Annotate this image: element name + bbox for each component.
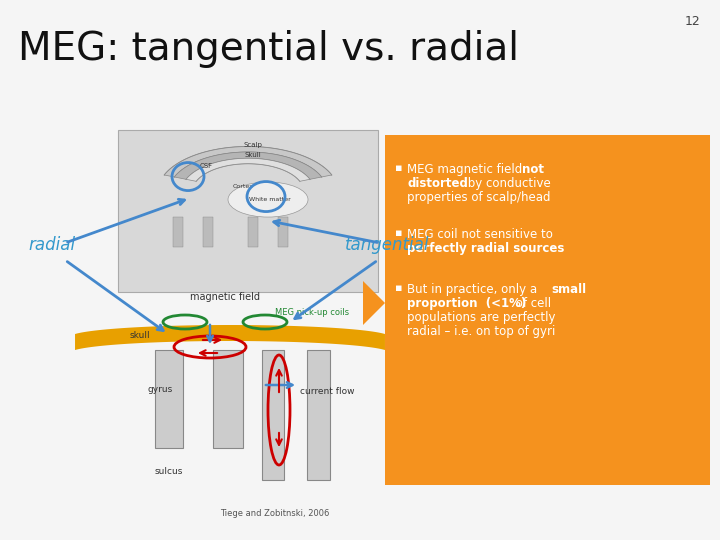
Text: 12: 12 — [684, 15, 700, 28]
Text: CSF: CSF — [199, 163, 212, 168]
Polygon shape — [186, 158, 310, 181]
Text: by conductive: by conductive — [464, 177, 551, 190]
Text: skull: skull — [130, 330, 150, 340]
Text: gyrus: gyrus — [148, 386, 174, 395]
Text: MEG coil not sensitive to: MEG coil not sensitive to — [407, 228, 553, 241]
Text: not: not — [522, 163, 544, 176]
Text: small: small — [551, 283, 586, 296]
Polygon shape — [262, 350, 284, 480]
Text: MEG magnetic field: MEG magnetic field — [407, 163, 526, 176]
Text: sulcus: sulcus — [155, 468, 184, 476]
Text: Cortex: Cortex — [233, 184, 253, 189]
Text: MEG pick-up coils: MEG pick-up coils — [275, 308, 349, 317]
Text: ▪: ▪ — [395, 228, 402, 238]
Text: current flow: current flow — [300, 388, 354, 396]
Text: perfectly radial sources: perfectly radial sources — [407, 242, 564, 255]
Text: proportion  (<1%): proportion (<1%) — [407, 297, 526, 310]
Text: ▪: ▪ — [395, 163, 402, 173]
Text: ▪: ▪ — [395, 283, 402, 293]
Ellipse shape — [228, 182, 308, 217]
FancyBboxPatch shape — [118, 130, 378, 292]
Polygon shape — [164, 146, 332, 177]
Text: populations are perfectly: populations are perfectly — [407, 311, 556, 324]
Text: magnetic field: magnetic field — [190, 292, 260, 302]
Text: Skull: Skull — [245, 152, 261, 158]
Text: radial – i.e. on top of gyri: radial – i.e. on top of gyri — [407, 325, 555, 338]
Polygon shape — [174, 152, 322, 179]
Text: tangential: tangential — [345, 236, 430, 254]
Text: radial: radial — [28, 236, 75, 254]
Text: MEG: tangential vs. radial: MEG: tangential vs. radial — [18, 30, 519, 68]
Polygon shape — [213, 350, 243, 448]
Text: But in practice, only a: But in practice, only a — [407, 283, 541, 296]
Text: of cell: of cell — [512, 297, 551, 310]
Text: White matter: White matter — [249, 197, 291, 202]
Polygon shape — [155, 350, 183, 448]
Text: Scalp: Scalp — [243, 141, 262, 147]
Text: properties of scalp/head: properties of scalp/head — [407, 191, 551, 204]
Text: distorted: distorted — [407, 177, 468, 190]
Polygon shape — [307, 350, 330, 480]
Polygon shape — [363, 281, 385, 325]
Text: Tiege and Zobitnski, 2006: Tiege and Zobitnski, 2006 — [220, 509, 330, 518]
FancyBboxPatch shape — [385, 135, 710, 485]
